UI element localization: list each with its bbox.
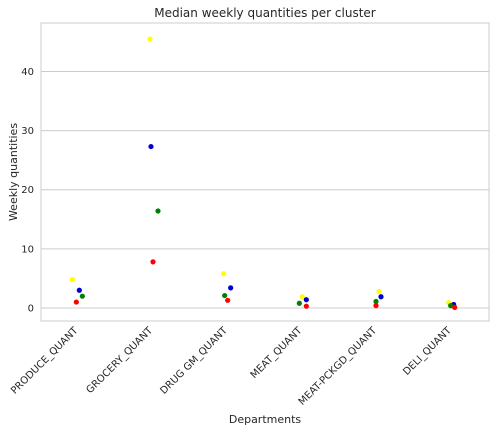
data-point (73, 299, 79, 305)
y-axis-title: Weekly quantities (7, 123, 20, 221)
data-point (228, 285, 234, 291)
x-axis-title: Departments (229, 413, 302, 426)
data-point (373, 298, 379, 305)
y-tick-label: 10 (21, 244, 34, 255)
x-tick-label: PRODUCE_QUANT (9, 325, 81, 397)
data-point (303, 297, 309, 303)
x-tick-labels: PRODUCE_QUANT GROCERY_QUANT DRUG GM_QUANT M… (9, 325, 454, 408)
data-points (69, 36, 458, 311)
x-tick-label: DELI_QUANT (401, 325, 454, 378)
data-point (225, 297, 231, 303)
data-point (378, 294, 384, 300)
data-point (76, 287, 82, 293)
gridlines (41, 70, 489, 309)
chart-title: Median weekly quantities per cluster (154, 6, 376, 20)
y-tick-label: 20 (21, 185, 34, 196)
y-tick-label: 0 (28, 303, 34, 314)
data-point (155, 208, 161, 214)
data-point (150, 259, 156, 265)
data-point (299, 294, 305, 300)
plot-frame (40, 22, 490, 322)
data-point (69, 277, 75, 283)
data-point (448, 303, 454, 309)
y-tick-label: 30 (21, 126, 34, 137)
data-point (452, 304, 458, 311)
x-tick-label: MEAT_QUANT (249, 325, 305, 381)
data-point (79, 293, 85, 299)
data-point (376, 288, 382, 295)
x-tick-label: GROCERY_QUANT (84, 325, 155, 396)
data-point (296, 300, 302, 306)
data-point (222, 292, 228, 299)
data-point (221, 271, 227, 277)
x-tick-label: DRUG GM_QUANT (158, 325, 230, 397)
x-tick-label: MEAT-PCKGD_QUANT (297, 325, 380, 408)
data-point (373, 303, 379, 309)
data-point (303, 303, 309, 309)
data-point (147, 36, 153, 42)
y-tick-labels: 0 10 20 30 40 (21, 67, 34, 315)
y-tick-label: 40 (21, 67, 34, 78)
data-point (148, 143, 154, 150)
